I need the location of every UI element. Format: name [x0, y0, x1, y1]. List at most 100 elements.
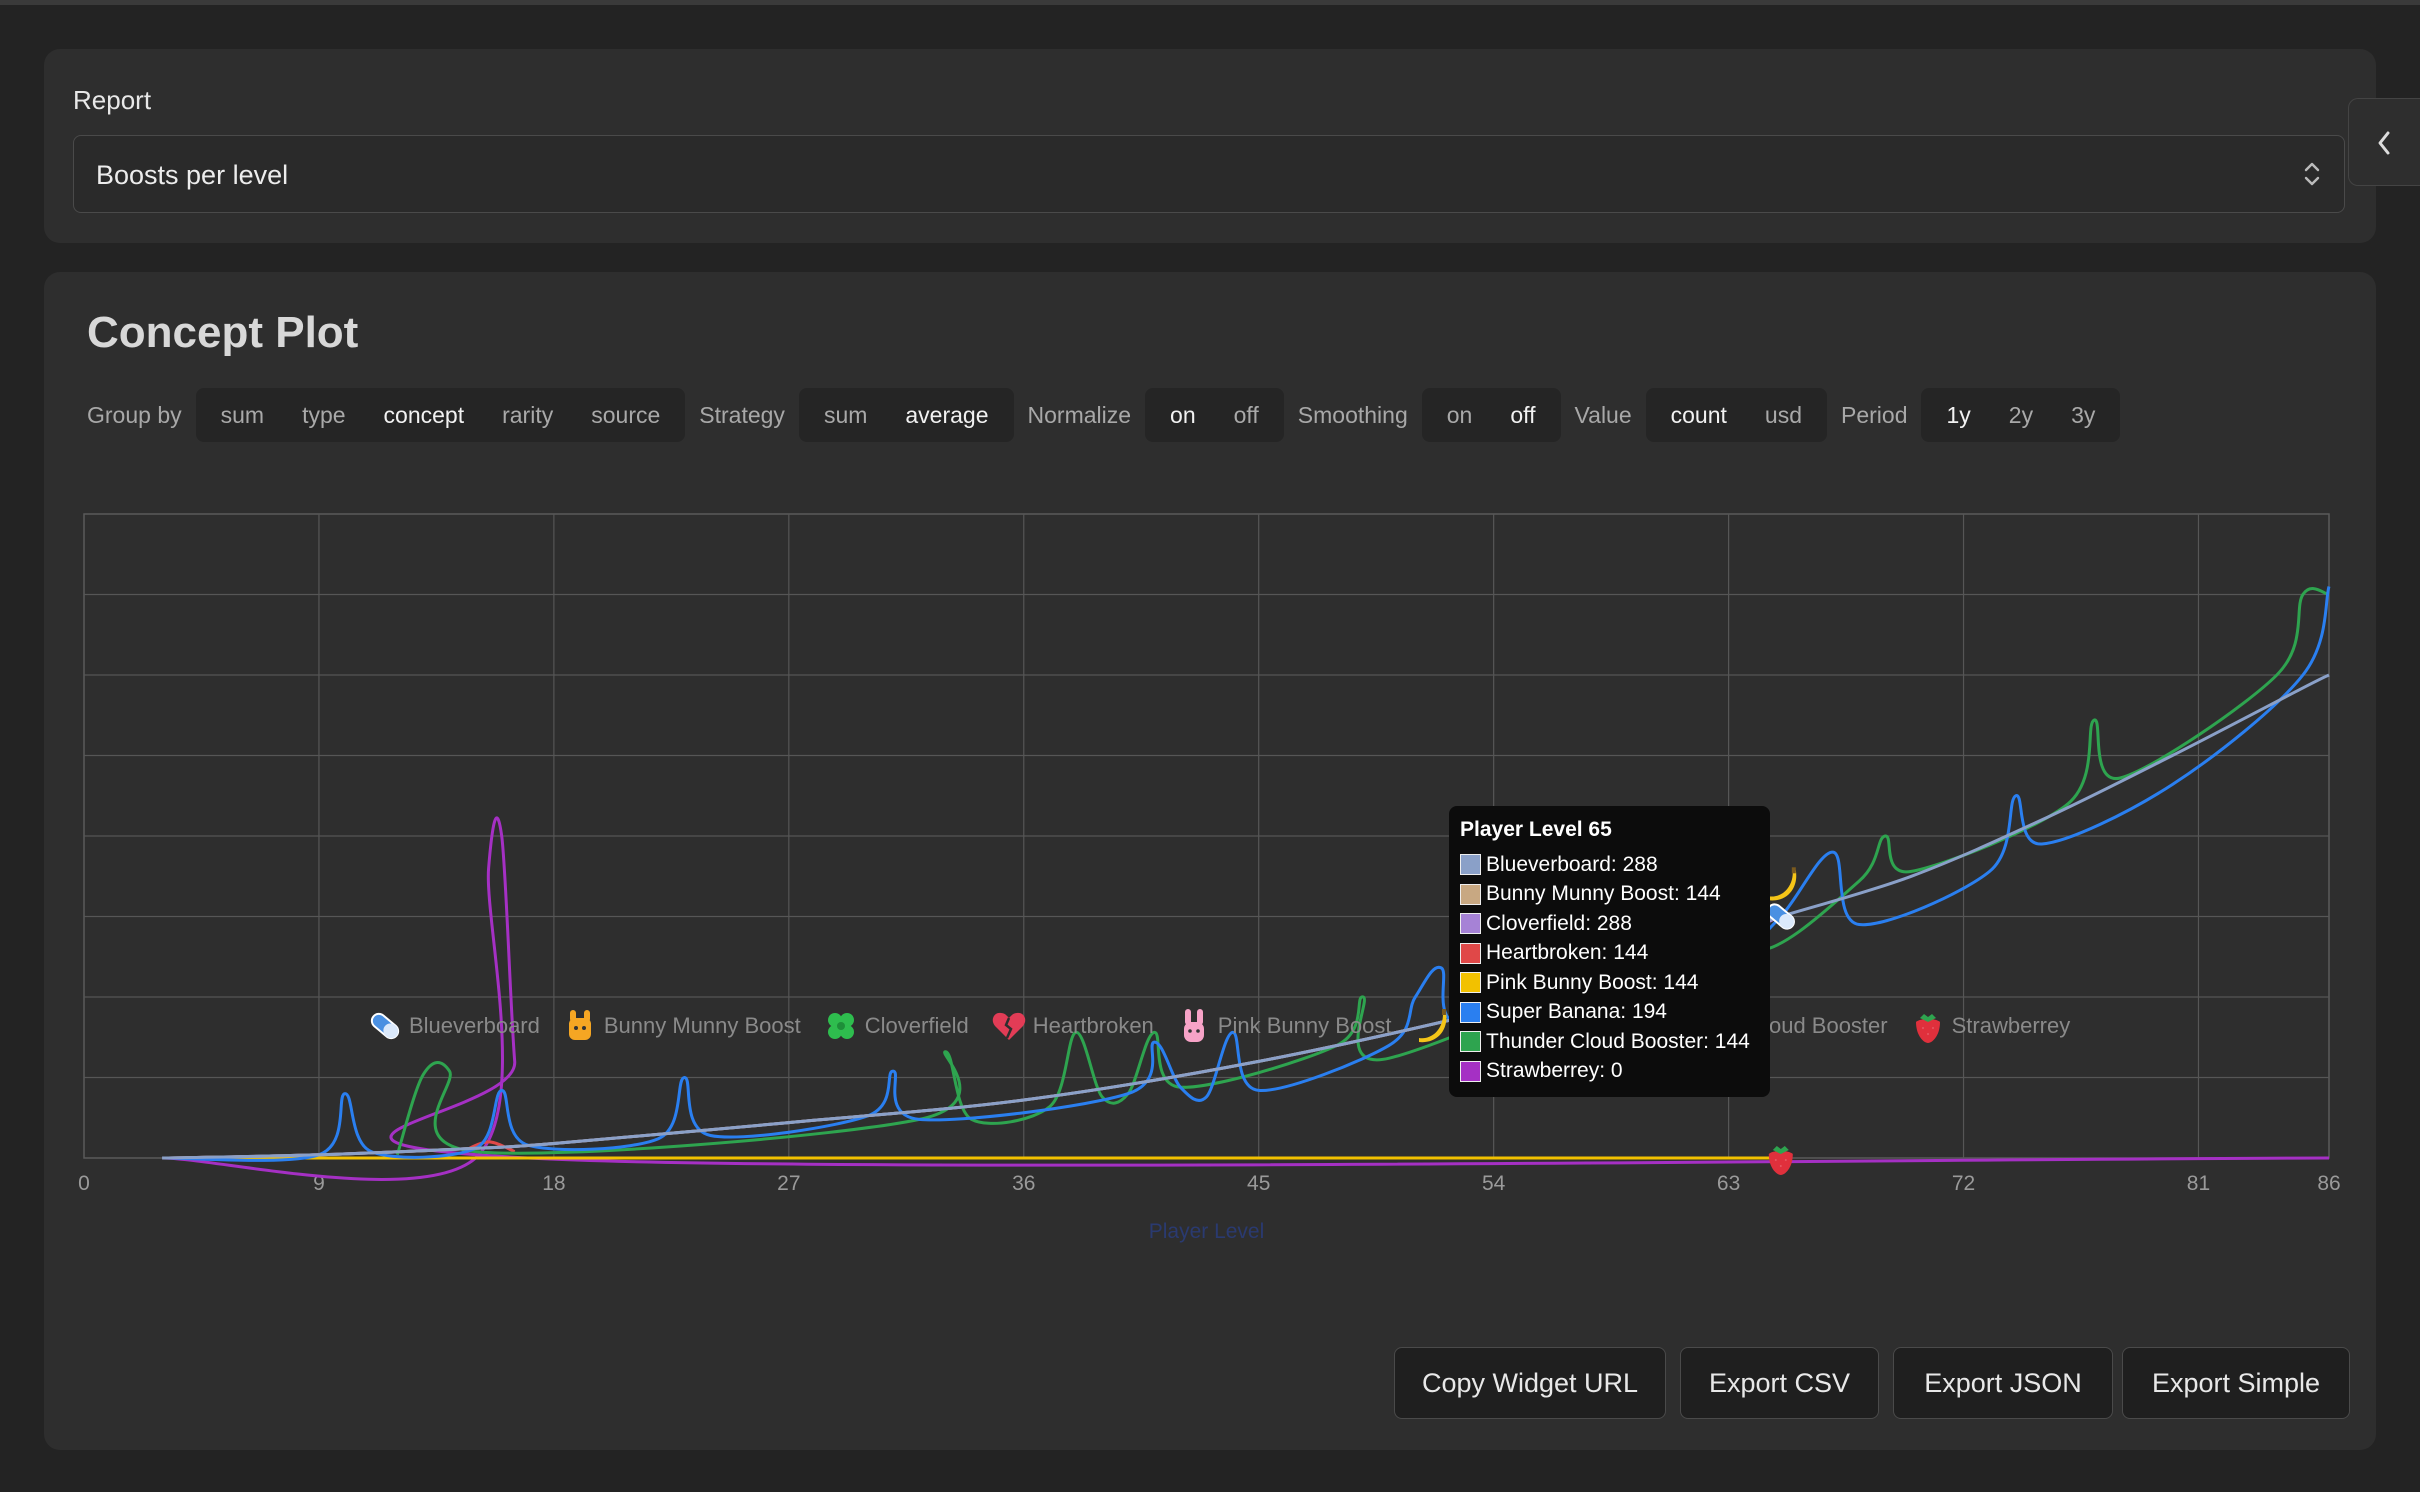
tooltip-row-label: Blueverboard: 288	[1486, 852, 1658, 876]
period-option-2y[interactable]: 2y	[2008, 402, 2034, 428]
tooltip-row-label: Heartbroken: 144	[1486, 941, 1649, 965]
sidebar-toggle-button[interactable]	[2348, 98, 2420, 186]
series-line-strawberrey	[162, 816, 2330, 1181]
tooltip-row-label: Super Banana: 194	[1486, 1000, 1667, 1024]
x-tick-label: 63	[1717, 1172, 1740, 1195]
segmented-period: 1y 2y 3y	[1921, 388, 2121, 442]
x-tick-label: 18	[542, 1172, 565, 1195]
tooltip-swatch	[1460, 854, 1481, 876]
tooltip-row: Super Banana: 194	[1460, 998, 1759, 1028]
tooltip-swatch	[1460, 972, 1481, 994]
group-by-option-source[interactable]: source	[591, 402, 661, 428]
tooltip-row: Blueverboard: 288	[1460, 850, 1759, 880]
legend-item[interactable]: Bunny Munny Boost	[560, 1000, 801, 1052]
segmented-group-by: sum type concept rarity source	[195, 388, 686, 442]
x-tick-label: 9	[313, 1172, 325, 1195]
group-by-option-type[interactable]: type	[302, 402, 346, 428]
x-tick-label: 27	[777, 1172, 800, 1195]
segmented-strategy: sum average	[798, 388, 1014, 442]
control-label-smoothing: Smoothing	[1297, 401, 1408, 428]
banana-icon	[1419, 1009, 1447, 1043]
x-tick-label: 45	[1247, 1172, 1270, 1195]
x-tick-label: 54	[1482, 1172, 1506, 1195]
value-option-count[interactable]: count	[1670, 402, 1727, 428]
group-by-option-concept[interactable]: concept	[383, 402, 465, 428]
period-option-3y[interactable]: 3y	[2071, 402, 2096, 428]
legend-item[interactable]: Pink Bunny Boost	[1174, 1000, 1392, 1052]
tooltip-swatch	[1460, 1031, 1481, 1053]
x-tick-label: 86	[2317, 1172, 2340, 1195]
export-csv-button[interactable]: Export CSV	[1680, 1347, 1879, 1419]
series-line-super-banana	[162, 586, 2331, 1162]
tooltip-swatch	[1460, 942, 1481, 964]
strategy-option-average[interactable]: average	[905, 402, 989, 428]
tooltip-row-label: Thunder Cloud Booster: 144	[1486, 1029, 1750, 1053]
control-label-group-by: Group by	[87, 401, 182, 428]
plot-card: Concept Plot Group by sum type concept rarit…	[44, 272, 2376, 1450]
tooltip-row: Thunder Cloud Booster: 144	[1460, 1027, 1759, 1057]
tooltip-swatch	[1460, 1060, 1481, 1082]
chart-tooltip: Player Level 65 Blueverboard: 288 Bunny M…	[1449, 806, 1770, 1097]
export-simple-button[interactable]: Export Simple	[2122, 1347, 2350, 1419]
broken-heart-icon	[992, 1012, 1025, 1040]
pink-bunny-icon	[1183, 1009, 1204, 1042]
export-json-button[interactable]: Export JSON	[1893, 1347, 2113, 1419]
legend-item[interactable]: Heartbroken	[989, 1000, 1154, 1052]
tooltip-row-label: Bunny Munny Boost: 144	[1486, 882, 1721, 906]
tooltip-swatch	[1460, 1001, 1481, 1023]
smoothing-option-off[interactable]: off	[1510, 402, 1536, 428]
x-axis-title: Player Level	[1149, 1220, 1265, 1243]
x-tick-label: 81	[2187, 1172, 2210, 1195]
smoothing-option-on[interactable]: on	[1446, 402, 1473, 428]
legend-label: Cloverfield	[864, 1013, 969, 1038]
pill-icon	[1766, 903, 1795, 930]
strawberry-icon	[1768, 1146, 1793, 1175]
normalize-option-off[interactable]: off	[1233, 402, 1259, 428]
legend-item[interactable]: Blueverboard	[365, 1000, 540, 1052]
group-by-option-sum[interactable]: sum	[220, 402, 265, 428]
tooltip-row: Pink Bunny Boost: 144	[1460, 968, 1759, 998]
tooltip-row-label: Strawberrey: 0	[1486, 1059, 1623, 1083]
plot-title: Concept Plot	[87, 308, 359, 357]
top-border	[0, 0, 2420, 5]
control-label-strategy: Strategy	[699, 401, 785, 428]
chevron-left-icon	[2378, 131, 2390, 155]
series-line-thunder-cloud-booster	[395, 587, 2330, 1156]
group-by-option-rarity[interactable]: rarity	[502, 402, 554, 428]
bunny-munny-icon	[568, 1010, 591, 1040]
banana-icon	[1768, 867, 1797, 901]
report-select-value: Boosts per level	[96, 160, 289, 190]
x-tick-label: 72	[1952, 1172, 1975, 1195]
period-option-1y[interactable]: 1y	[1946, 402, 1971, 428]
legend-label: Blueverboard	[409, 1013, 540, 1038]
legend-label: Bunny Munny Boost	[603, 1013, 801, 1038]
strawberry-icon	[1915, 1014, 1940, 1043]
control-label-normalize: Normalize	[1027, 401, 1132, 428]
legend-label: Pink Bunny Boost	[1217, 1013, 1392, 1038]
tooltip-row: Strawberrey: 0	[1460, 1057, 1759, 1087]
plot-controls: Group by sum type concept rarity source Strate…	[87, 387, 2121, 443]
clover-icon	[827, 1013, 854, 1039]
report-select[interactable]: Boosts per level	[73, 135, 2345, 213]
series-line-blueverboard	[162, 673, 2330, 1160]
value-option-usd[interactable]: usd	[1764, 402, 1802, 428]
normalize-option-on[interactable]: on	[1170, 402, 1196, 428]
tooltip-row: Bunny Munny Boost: 144	[1460, 880, 1759, 910]
tooltip-swatch	[1460, 883, 1481, 905]
control-label-value: Value	[1574, 401, 1632, 428]
legend-item[interactable]: Strawberrey	[1908, 1000, 2071, 1052]
copy-widget-url-button[interactable]: Copy Widget URL	[1394, 1347, 1666, 1419]
strategy-option-sum[interactable]: sum	[823, 402, 868, 428]
chart-legend: Blueverboard Bunny Munny Boost Cloverfield…	[0, 1000, 2420, 1052]
report-card: Report Boosts per level	[44, 49, 2376, 243]
legend-item[interactable]: Cloverfield	[821, 1000, 969, 1052]
tooltip-row: Cloverfield: 288	[1460, 909, 1759, 939]
segmented-value: count usd	[1645, 388, 1827, 442]
x-tick-label: 36	[1012, 1172, 1035, 1195]
legend-label: Strawberrey	[1951, 1013, 2071, 1038]
legend-label: Heartbroken	[1032, 1013, 1154, 1038]
chevron-updown-icon	[2304, 162, 2320, 186]
segmented-normalize: on off	[1145, 388, 1284, 442]
tooltip-title: Player Level 65	[1460, 818, 1612, 841]
